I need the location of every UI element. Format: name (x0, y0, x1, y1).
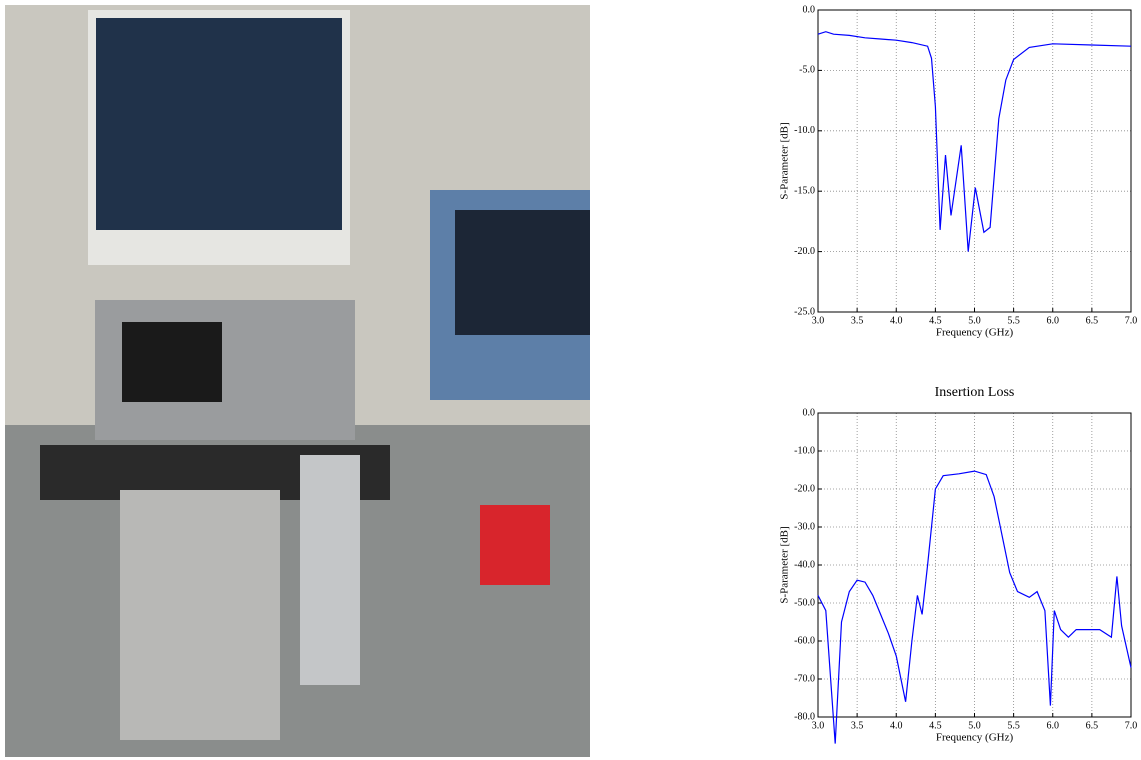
x-tick-label: 4.5 (929, 315, 942, 326)
y-tick-label: -10.0 (794, 445, 815, 456)
y-axis-label: S-Parameter [dB] (779, 526, 791, 603)
y-tick-label: -20.0 (794, 483, 815, 494)
chart: 3.0 3.5 4.0 4.5 5.0 5.5 6.0 6.5 7.0 0.0 -5.0 -10.0 -… (779, 4, 1138, 338)
x-axis-label: Frequency (GHz) (936, 732, 1014, 744)
x-tick-label: 3.5 (851, 315, 864, 326)
y-tick-label: -40.0 (794, 559, 815, 570)
y-tick-label: -80.0 (794, 711, 815, 722)
vna-screen (455, 210, 590, 335)
x-tick-label: 3.5 (851, 720, 864, 731)
monitor-screen (96, 18, 342, 230)
x-tick-label: 5.5 (1007, 720, 1020, 731)
y-tick-label: -5.0 (799, 65, 815, 76)
y-tick-label: -30.0 (794, 521, 815, 532)
x-tick-label: 6.5 (1086, 315, 1099, 326)
analyzer-screen (122, 322, 222, 402)
x-tick-label: 5.0 (968, 315, 981, 326)
x-tick-label: 7.0 (1125, 315, 1138, 326)
lab-jack (120, 490, 280, 740)
x-tick-label: 4.0 (890, 315, 903, 326)
y-tick-label: -50.0 (794, 597, 815, 608)
x-tick-label: 4.0 (890, 720, 903, 731)
y-tick-label: -20.0 (794, 246, 815, 257)
data-line (817, 470, 1132, 744)
plot-frame (817, 9, 1132, 313)
data-line (817, 31, 1132, 252)
x-tick-label: 7.0 (1125, 720, 1138, 731)
y-tick-label: -70.0 (794, 673, 815, 684)
chart: Insertion Loss 3.0 3.5 4.0 4.5 5.0 5.5 6.0 6.5 7.… (779, 385, 1138, 744)
x-tick-label: 3.0 (812, 720, 825, 731)
y-tick-label: -60.0 (794, 635, 815, 646)
x-tick-label: 4.5 (929, 720, 942, 731)
x-tick-label: 6.5 (1086, 720, 1099, 731)
y-tick-label: 0.0 (803, 4, 816, 15)
x-tick-label: 5.5 (1007, 315, 1020, 326)
lab-photo (5, 5, 590, 757)
y-tick-label: -10.0 (794, 125, 815, 136)
x-axis-label: Frequency (GHz) (936, 327, 1014, 339)
x-tick-label: 3.0 (812, 315, 825, 326)
y-tick-label: -15.0 (794, 185, 815, 196)
y-tick-label: 0.0 (803, 407, 816, 418)
plot-frame (817, 412, 1132, 718)
hex-keys (480, 505, 550, 585)
chart-title: Insertion Loss (935, 385, 1015, 400)
x-tick-label: 6.0 (1047, 720, 1060, 731)
y-axis-label: S-Parameter [dB] (779, 122, 791, 199)
x-tick-label: 6.0 (1047, 315, 1060, 326)
x-tick-label: 5.0 (968, 720, 981, 731)
filter-block (300, 455, 360, 685)
y-tick-label: -25.0 (794, 306, 815, 317)
